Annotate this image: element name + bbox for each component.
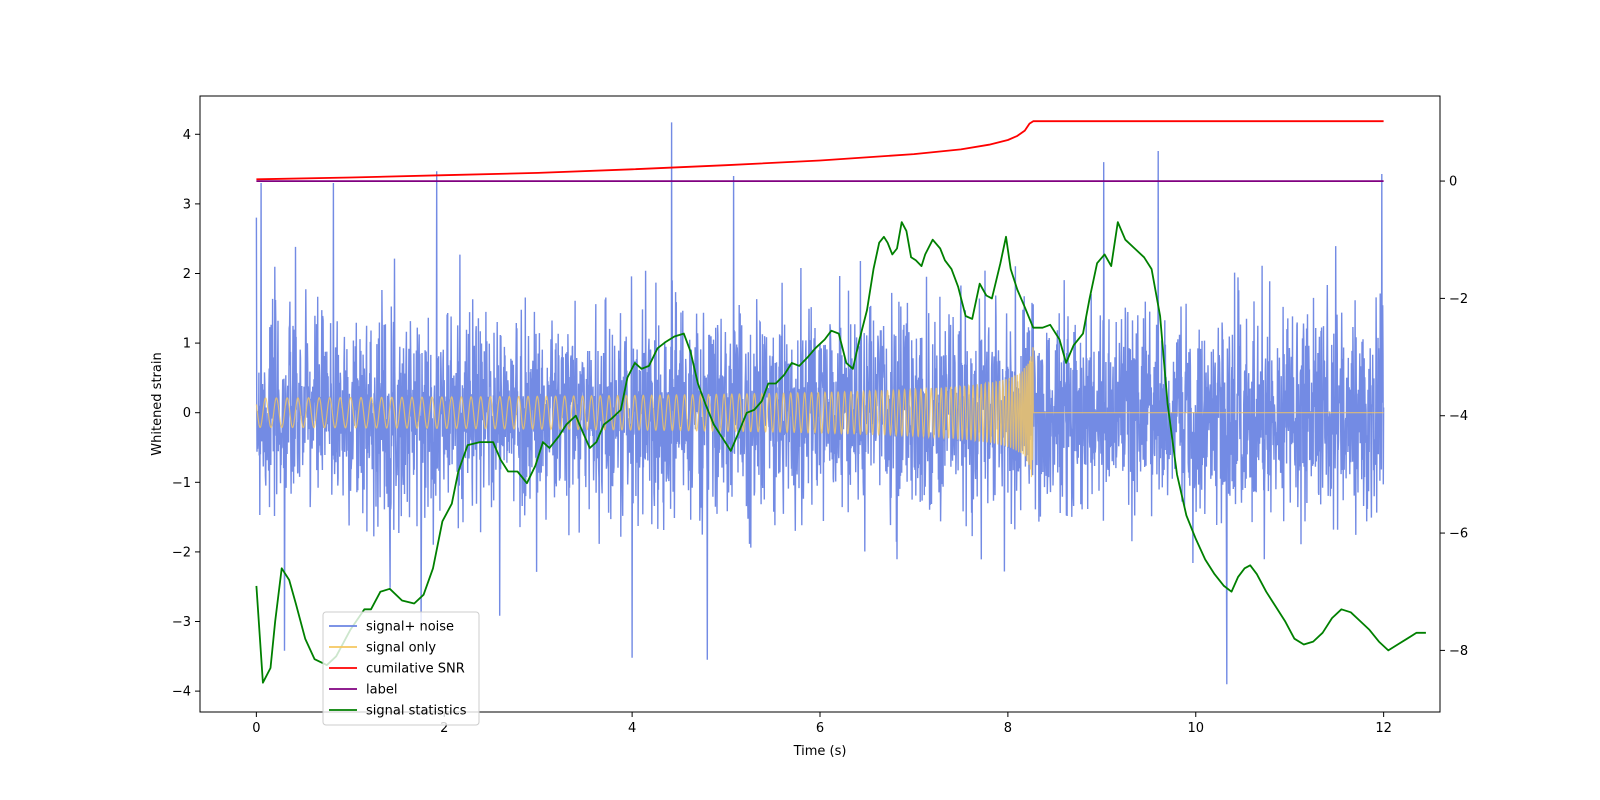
x-tick-label: 2: [440, 721, 448, 736]
legend-label: signal only: [366, 641, 436, 656]
y-tick-label: 3: [183, 197, 191, 212]
legend-label: signal statistics: [366, 704, 467, 719]
series-line-signal-statistics: [255, 221, 1426, 684]
x-axis-label: Time (s): [793, 744, 847, 759]
y-tick-label: −3: [172, 615, 191, 630]
y-tick-label: −1: [172, 476, 191, 491]
x-tick-label: 0: [252, 721, 260, 736]
legend: signal+ noise signal only cumilative SNR la…: [322, 611, 480, 726]
y-right-tick-label: −2: [1449, 292, 1468, 307]
series-line-signal-only: [255, 347, 1384, 478]
y-tick-label: 1: [183, 337, 191, 352]
y-tick-label: 4: [183, 128, 191, 143]
y-axis-left: −4 −3 −2 −1 0 1 2 3 4: [172, 128, 200, 700]
y-right-tick-label: −8: [1449, 644, 1468, 659]
legend-box: [322, 611, 480, 726]
x-tick-label: 4: [628, 721, 636, 736]
y-tick-label: 2: [183, 267, 191, 282]
y-axis-right: −8 −6 −4 −2 0: [1440, 175, 1468, 659]
x-tick-label: 6: [816, 721, 824, 736]
y-right-tick-label: −4: [1449, 409, 1468, 424]
y-tick-label: 0: [183, 406, 191, 421]
x-tick-label: 10: [1187, 721, 1204, 736]
y-axis-label: Whitened strain: [150, 352, 165, 455]
series-line-cumulative-snr: [256, 120, 1384, 181]
x-tick-label: 8: [1004, 721, 1012, 736]
y-tick-label: −2: [172, 545, 191, 560]
x-tick-label: 12: [1375, 721, 1392, 736]
legend-label: label: [366, 683, 397, 698]
plot-area: [255, 120, 1426, 685]
y-right-tick-label: −6: [1449, 527, 1468, 542]
legend-label: signal+ noise: [366, 620, 454, 635]
legend-label: cumilative SNR: [366, 662, 465, 677]
y-tick-label: −4: [172, 685, 191, 700]
y-right-tick-label: 0: [1449, 175, 1457, 190]
